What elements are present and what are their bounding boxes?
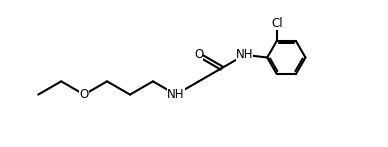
Text: NH: NH (167, 88, 185, 101)
Text: NH: NH (236, 48, 253, 61)
Text: Cl: Cl (271, 17, 282, 30)
Text: O: O (194, 48, 203, 61)
Text: O: O (80, 88, 89, 101)
